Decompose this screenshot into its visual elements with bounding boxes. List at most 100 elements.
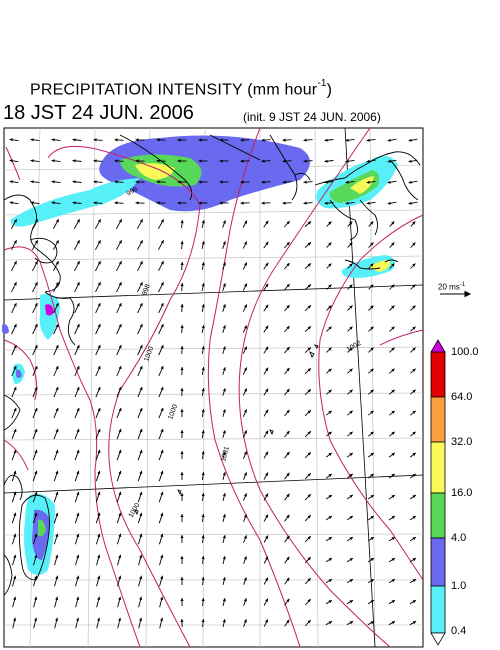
colorbar [430,339,446,646]
wind-arrow-head [34,303,38,307]
reference-vector-exponent: -1 [459,282,466,288]
wind-arrow-head [139,366,143,370]
wind-arrow-head [349,621,354,625]
wind-arrow-head [243,451,247,455]
wind-arrow-head [265,493,268,497]
wind-arrow-head [286,556,290,561]
wind-arrow-head [156,201,160,205]
wind-arrow-head [286,409,290,414]
wind-arrow-head [349,473,353,477]
wind-arrow-head [243,598,247,602]
wind-arrow-head [30,159,34,163]
wind-arrow-head [55,470,59,475]
colorbar-box-1-0.4 [430,585,446,634]
wind-arrow-head [222,388,226,392]
wind-arrow-head [349,284,353,288]
wind-arrow-head [222,514,226,518]
wind-arrow-head [265,241,269,246]
wind-arrow-head [118,386,122,391]
wind-arrow-head [265,535,268,539]
wind-arrow-head [328,368,332,372]
wind-arrow-head [391,431,395,435]
wind-arrow-head [118,282,122,286]
wind-arrow-head [328,537,332,541]
wind-arrow-head [76,575,80,579]
wind-arrow-head [307,326,311,330]
coastlines [3,134,421,596]
wind-arrow-head [97,219,101,223]
wind-arrow-head [219,201,223,205]
wind-arrow-head [265,346,269,350]
wind-arrow-head [13,491,17,496]
wind-arrow-head [243,493,247,497]
wind-arrow-head [307,221,312,225]
wind-arrow-head [201,325,205,329]
wind-arrow-head [160,386,164,391]
wind-arrow-head [328,579,332,583]
colorbar-bottom-triangle [430,632,446,646]
wind-arrow-head [13,240,17,244]
wind-arrow-head [13,261,17,265]
wind-arrow-head [180,451,184,454]
wind-arrow-head [201,556,205,560]
wind-arrow-head [139,575,143,579]
wind-arrow-head [97,449,101,454]
wind-arrow-head [349,326,353,330]
wind-arrow-head [160,617,164,621]
wind-arrow-head [286,263,290,267]
wind-arrow-head [286,305,290,309]
wind-arrow-head [265,577,268,581]
wind-arrow-head [265,472,268,476]
wind-arrow-head [118,240,122,244]
wind-arrow-head [55,407,59,412]
wind-arrow-head [345,180,349,184]
wind-arrow-head [265,409,269,413]
wind-arrow-head [93,180,97,184]
wind-arrow-head [97,617,101,621]
wind-arrow-head [118,596,122,600]
wind-arrow-head [180,577,184,580]
wind-arrow-head [201,472,205,476]
wind-arrow-head [387,159,391,163]
wind-arrow-head [349,242,353,246]
wind-arrow-head [93,201,97,205]
wind-arrow-head [97,324,101,328]
wind-arrow-head [286,326,290,330]
wind-arrow-head [412,516,416,519]
wind-arrow-head [135,201,139,205]
wind-arrow-head [76,345,80,349]
wind-arrow-field [9,138,418,629]
wind-arrow-head [160,596,164,600]
wind-arrow-head [328,558,332,562]
wind-arrow-head [180,409,184,413]
wind-arrow-head [349,516,353,519]
isobar-label: 996 [126,186,140,198]
wind-arrow-head [370,621,375,625]
wind-arrow-head [76,449,80,454]
wind-arrow-head [243,535,247,539]
wind-arrow-head [34,512,38,517]
wind-arrow-head [261,180,265,184]
wind-arrow-head [412,326,416,330]
wind-arrow-head [139,303,143,307]
wind-arrow-head [34,282,38,286]
wind-arrow-head [201,241,205,245]
wind-arrow-head [391,242,395,246]
wind-arrow-head [370,579,374,583]
wind-arrow-head [391,305,395,309]
wind-arrow-head [34,261,38,265]
wind-arrow-head [34,366,38,370]
wind-arrow-head [328,516,332,519]
valid-time: 18 JST 24 JUN. 2006 [3,102,194,124]
wind-arrow-head [51,201,55,205]
wind-arrow-head [412,473,416,477]
wind-arrow-head [118,533,122,538]
wind-arrow-head [303,159,307,163]
wind-arrow-head [328,347,332,351]
wind-arrow-head [201,262,205,266]
wind-arrow-head [222,598,226,602]
wind-arrow-head [118,219,122,223]
wind-arrow-head [13,386,17,391]
wind-arrow-head [328,473,332,477]
wind-arrow-head [34,554,38,558]
